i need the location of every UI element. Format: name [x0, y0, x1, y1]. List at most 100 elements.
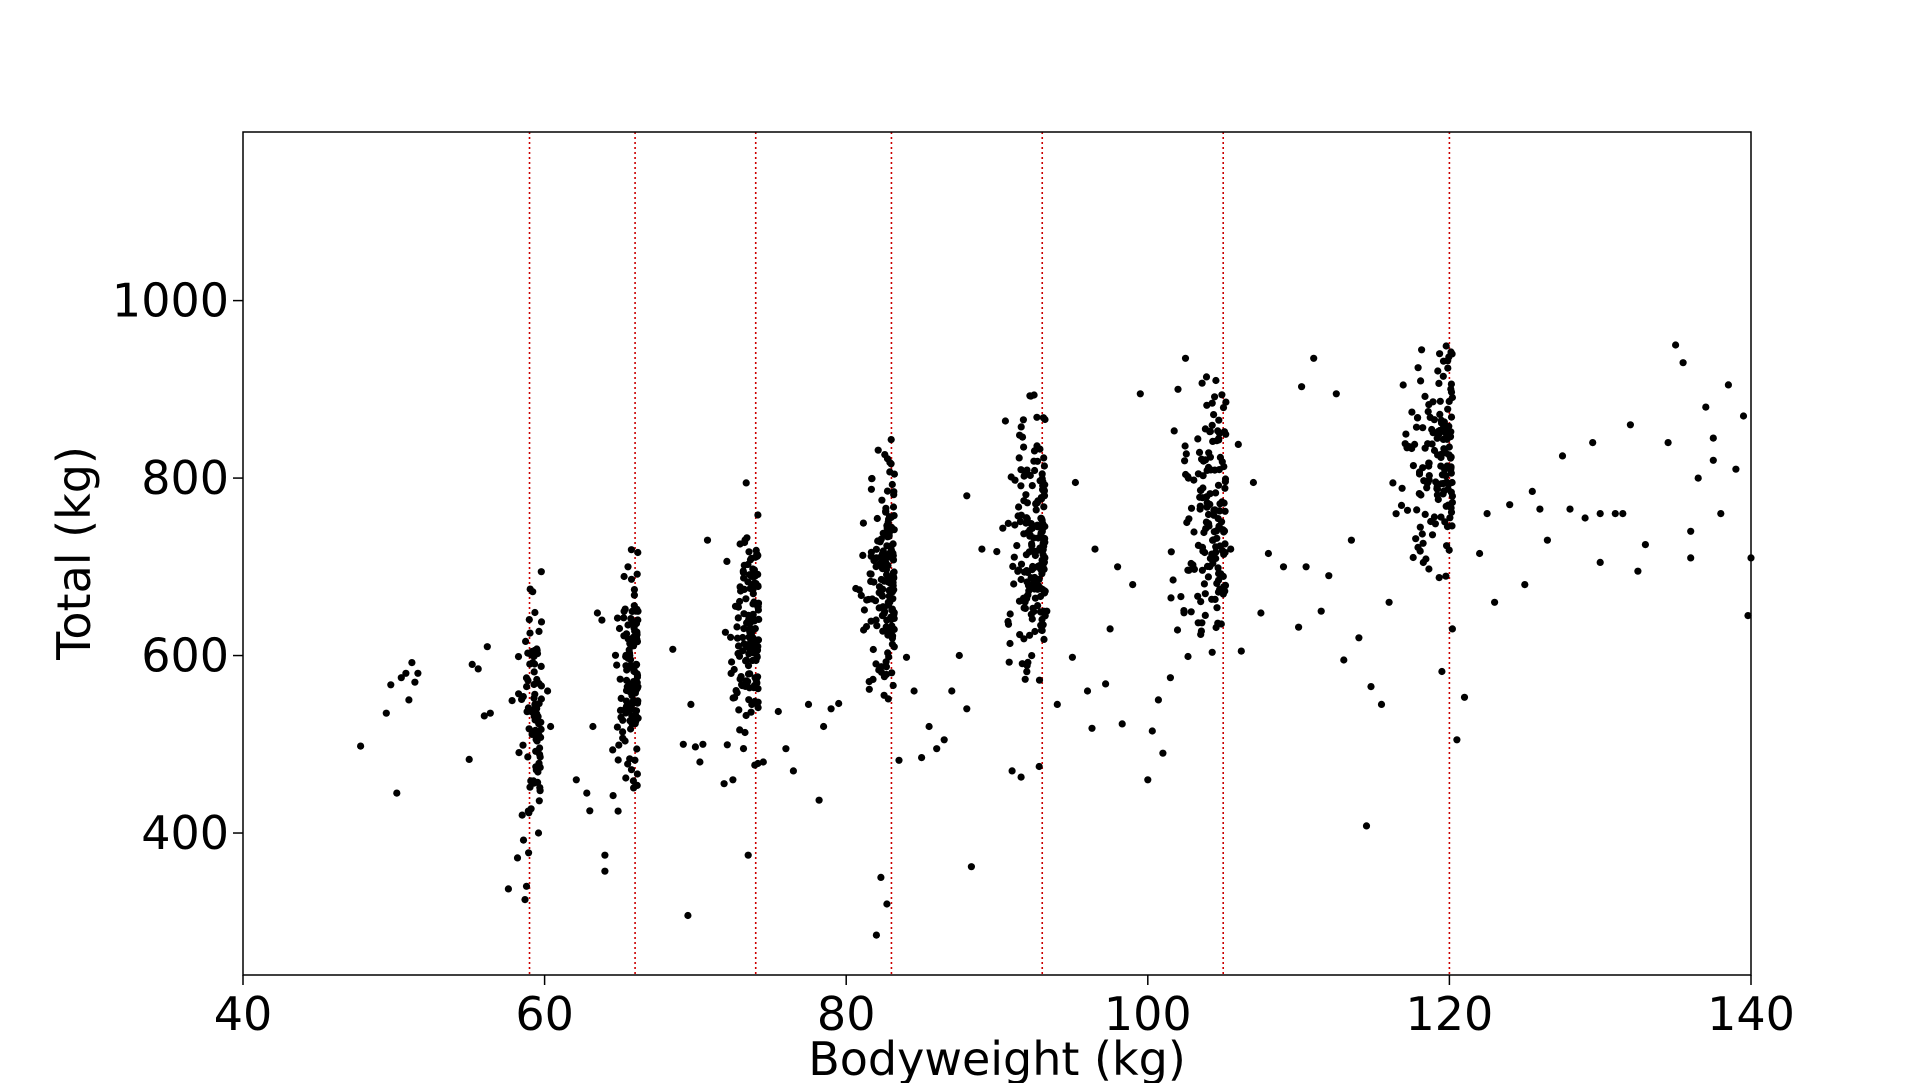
- data-point: [696, 758, 704, 766]
- data-point: [1279, 563, 1288, 571]
- data-point: [883, 554, 891, 562]
- data-point: [504, 885, 512, 893]
- data-point: [1010, 580, 1018, 588]
- data-point: [1208, 399, 1216, 407]
- data-point: [613, 614, 622, 622]
- data-point: [526, 783, 534, 791]
- data-point: [1441, 466, 1449, 474]
- data-point: [619, 728, 627, 736]
- data-point: [628, 639, 637, 647]
- data-point: [1187, 608, 1195, 616]
- data-point: [1028, 652, 1036, 660]
- data-point: [1177, 593, 1185, 601]
- data-point: [531, 608, 539, 617]
- data-point: [669, 645, 677, 653]
- data-point: [525, 809, 533, 817]
- data-point: [1619, 509, 1627, 518]
- data-point: [753, 652, 761, 660]
- x-tick-label: 100: [1104, 987, 1192, 1041]
- data-point: [465, 755, 473, 764]
- data-point: [881, 608, 889, 616]
- data-point: [827, 705, 835, 713]
- data-point: [734, 614, 742, 622]
- data-point: [1447, 413, 1456, 421]
- data-point: [1011, 521, 1019, 529]
- data-point: [877, 873, 885, 882]
- data-point: [1023, 594, 1031, 603]
- data-point: [601, 867, 609, 875]
- data-point: [1448, 522, 1456, 530]
- data-point: [1027, 520, 1035, 528]
- data-point: [967, 863, 976, 871]
- data-point: [611, 651, 620, 659]
- data-point: [999, 524, 1007, 532]
- data-point: [744, 670, 753, 678]
- data-point: [1347, 536, 1355, 544]
- data-point: [888, 669, 896, 677]
- data-point: [1194, 435, 1202, 443]
- data-point: [614, 807, 622, 815]
- data-point: [518, 811, 526, 819]
- data-point: [1184, 566, 1192, 574]
- data-point: [537, 725, 545, 734]
- data-point: [1403, 506, 1412, 514]
- data-point: [1446, 433, 1455, 441]
- data-point: [1436, 397, 1444, 405]
- data-point: [882, 658, 890, 666]
- data-point: [1216, 542, 1224, 550]
- data-point: [864, 595, 873, 604]
- data-point: [744, 678, 752, 686]
- data-point: [740, 585, 748, 594]
- data-point: [748, 700, 756, 709]
- data-point: [1205, 501, 1213, 509]
- data-point: [632, 712, 640, 720]
- data-point: [613, 723, 622, 731]
- data-point: [529, 588, 537, 596]
- data-point: [1208, 421, 1216, 429]
- data-point: [1210, 506, 1218, 514]
- data-point: [525, 849, 533, 857]
- data-point: [1436, 350, 1444, 358]
- data-point: [633, 770, 642, 778]
- data-point: [727, 669, 735, 678]
- data-point: [1004, 617, 1012, 626]
- data-point: [1709, 456, 1717, 464]
- data-point: [522, 882, 531, 890]
- data-point: [1442, 449, 1450, 457]
- data-point: [855, 586, 863, 594]
- data-point: [889, 503, 898, 511]
- data-point: [1446, 514, 1454, 522]
- data-point: [474, 665, 482, 673]
- data-point: [1154, 696, 1162, 704]
- data-point: [593, 609, 602, 617]
- data-point: [534, 829, 543, 837]
- data-point: [684, 911, 692, 920]
- data-point: [1083, 687, 1092, 695]
- data-point: [620, 614, 628, 622]
- data-point: [1017, 575, 1025, 584]
- data-point: [1194, 592, 1202, 600]
- data-point: [1169, 576, 1177, 584]
- data-point: [1039, 486, 1047, 494]
- data-point: [1664, 439, 1672, 447]
- data-point: [1220, 528, 1228, 536]
- data-point: [1215, 429, 1224, 437]
- data-point: [1412, 423, 1421, 431]
- data-point: [1403, 444, 1411, 452]
- data-point: [1030, 564, 1038, 572]
- data-point: [1536, 505, 1544, 513]
- data-point: [1424, 408, 1432, 416]
- data-point: [1213, 604, 1221, 612]
- data-point: [1295, 623, 1303, 631]
- data-point: [1442, 342, 1450, 350]
- data-point: [1418, 346, 1426, 354]
- data-point: [1210, 411, 1218, 419]
- data-point: [890, 470, 899, 478]
- data-point: [1200, 580, 1208, 588]
- data-point: [1018, 660, 1026, 668]
- data-point: [1118, 720, 1126, 728]
- data-point: [1088, 724, 1096, 732]
- data-point: [742, 711, 750, 720]
- data-point: [1053, 700, 1061, 709]
- data-point: [1184, 652, 1192, 661]
